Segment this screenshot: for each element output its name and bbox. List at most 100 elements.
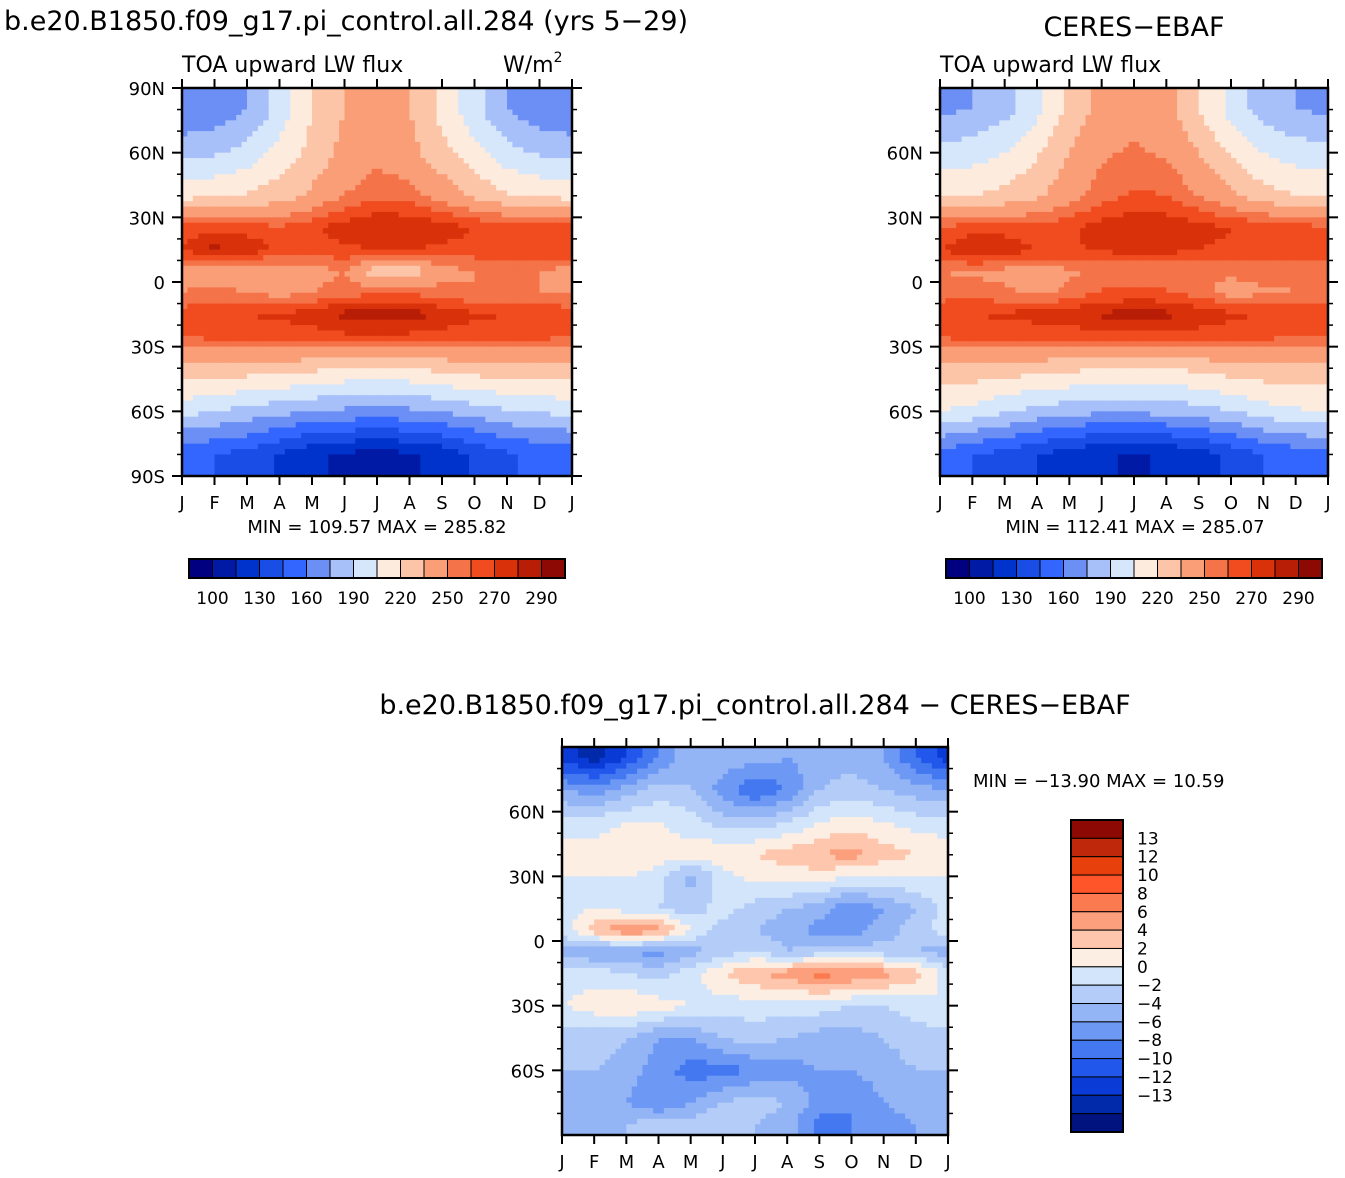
contour-cell bbox=[534, 432, 541, 439]
contour-cell bbox=[436, 152, 443, 159]
contour-cell bbox=[452, 179, 459, 186]
contour-cell bbox=[284, 292, 291, 299]
contour-cell bbox=[425, 233, 432, 240]
contour-cell bbox=[566, 287, 573, 294]
contour-cell bbox=[387, 384, 394, 391]
contour-cell bbox=[377, 195, 384, 202]
contour-cell bbox=[496, 93, 503, 100]
contour-cell bbox=[474, 357, 481, 364]
contour-cell bbox=[225, 120, 232, 127]
contour-cell bbox=[550, 147, 557, 154]
contour-cell bbox=[274, 362, 281, 369]
contour-cell bbox=[230, 362, 237, 369]
contour-cell bbox=[534, 152, 541, 159]
contour-cell bbox=[474, 271, 481, 278]
contour-cell bbox=[561, 341, 568, 348]
contour-cell bbox=[474, 352, 481, 359]
contour-cell bbox=[501, 352, 508, 359]
contour-cell bbox=[431, 379, 438, 385]
contour-cell bbox=[485, 411, 492, 418]
contour-cell bbox=[301, 265, 308, 272]
contour-cell bbox=[534, 411, 541, 418]
contour-cell bbox=[339, 233, 346, 240]
contour-cell bbox=[507, 341, 514, 348]
contour-cell bbox=[550, 422, 557, 429]
contour-cell bbox=[501, 211, 508, 218]
contour-cell bbox=[469, 422, 476, 429]
contour-cell bbox=[236, 260, 243, 267]
contour-cell bbox=[398, 88, 405, 94]
contour-cell bbox=[371, 330, 378, 337]
contour-cell bbox=[387, 152, 394, 159]
contour-cell bbox=[371, 341, 378, 348]
contour-cell bbox=[252, 163, 259, 170]
contour-cell bbox=[431, 217, 438, 224]
contour-cell bbox=[333, 282, 340, 288]
contour-cell bbox=[452, 206, 459, 213]
contour-cell bbox=[544, 352, 551, 359]
contour-cell bbox=[507, 395, 514, 402]
contour-cell bbox=[469, 88, 476, 94]
contour-cell bbox=[344, 265, 351, 272]
contour-cell bbox=[550, 303, 557, 310]
contour-cell bbox=[512, 325, 519, 332]
contour-cell bbox=[274, 88, 281, 94]
contour-cell bbox=[409, 158, 416, 165]
contour-cell bbox=[230, 384, 237, 391]
contour-cell bbox=[290, 443, 297, 450]
contour-cell bbox=[328, 233, 335, 240]
contour-cell bbox=[485, 228, 492, 235]
contour-cell bbox=[306, 438, 313, 445]
contour-cell bbox=[355, 330, 362, 337]
contour-cell bbox=[198, 362, 205, 369]
contour-cell bbox=[322, 282, 329, 288]
contour-cell bbox=[523, 201, 530, 208]
contour-cell bbox=[203, 238, 210, 245]
contour-cell bbox=[431, 211, 438, 218]
contour-cell bbox=[436, 114, 443, 121]
contour-cell bbox=[301, 217, 308, 224]
contour-cell bbox=[290, 233, 297, 240]
contour-cell bbox=[512, 201, 519, 208]
contour-cell bbox=[436, 438, 443, 445]
contour-cell bbox=[436, 287, 443, 294]
contour-cell bbox=[523, 211, 530, 218]
contour-cell bbox=[544, 98, 551, 105]
contour-cell bbox=[252, 244, 259, 251]
contour-cell bbox=[349, 195, 356, 202]
contour-cell bbox=[474, 341, 481, 348]
contour-cell bbox=[317, 373, 324, 380]
contour-cell bbox=[387, 217, 394, 224]
contour-cell bbox=[371, 314, 378, 321]
contour-cell bbox=[219, 373, 226, 380]
contour-cell bbox=[393, 346, 400, 353]
contour-cell bbox=[366, 201, 373, 208]
contour-cell bbox=[312, 325, 319, 332]
contour-cell bbox=[544, 174, 551, 181]
contour-cell bbox=[377, 395, 384, 402]
contour-cell bbox=[409, 395, 416, 402]
contour-cell bbox=[333, 352, 340, 359]
contour-cell bbox=[377, 319, 384, 326]
contour-cell bbox=[279, 179, 286, 186]
contour-cell bbox=[225, 217, 232, 224]
contour-cell bbox=[528, 308, 535, 315]
contour-cell bbox=[182, 88, 189, 94]
contour-cell bbox=[469, 98, 476, 105]
contour-cell bbox=[349, 217, 356, 224]
contour-cell bbox=[247, 325, 254, 332]
contour-cell bbox=[333, 244, 340, 251]
contour-cell bbox=[322, 131, 329, 138]
contour-cell bbox=[317, 217, 324, 224]
contour-cell bbox=[544, 131, 551, 138]
contour-cell bbox=[561, 244, 568, 251]
contour-cell bbox=[349, 400, 356, 407]
contour-cell bbox=[425, 454, 432, 461]
contour-cell bbox=[447, 206, 454, 213]
contour-cell bbox=[214, 222, 221, 229]
contour-cell bbox=[247, 141, 254, 148]
contour-cell bbox=[517, 362, 524, 369]
contour-cell bbox=[393, 114, 400, 121]
contour-cell bbox=[312, 443, 319, 450]
contour-cell bbox=[512, 432, 519, 439]
